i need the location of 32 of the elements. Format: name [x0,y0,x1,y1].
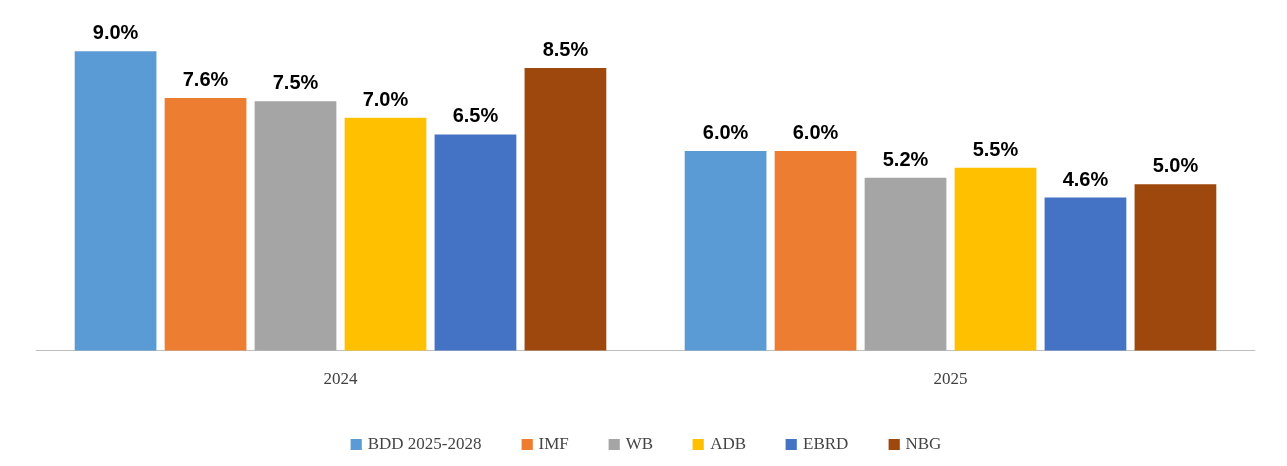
data-label: 6.0% [792,121,839,144]
data-label: 7.0% [362,87,409,110]
bar [434,134,517,351]
bar [774,151,857,351]
data-label: 4.6% [1062,167,1109,190]
x-tick-label: 2024 [323,368,358,388]
legend-label: NBG [905,434,942,454]
data-label: 8.5% [542,37,589,60]
legend-label: ADB [710,434,747,454]
legend-label: WB [625,434,654,454]
bar [1044,197,1127,351]
bar [344,117,427,351]
bar [254,101,337,351]
bar [164,97,247,351]
data-label: 7.5% [272,71,319,94]
data-label: 6.0% [702,121,749,144]
x-tick-label: 2025 [933,368,968,388]
bar [524,67,607,351]
bar [684,151,767,351]
legend-label: EBRD [803,434,849,454]
bar [954,167,1037,351]
legend-label: BDD 2025-2028 [367,434,482,454]
data-label: 7.6% [182,67,229,90]
data-label: 6.5% [452,104,499,127]
data-label: 5.5% [972,137,1019,160]
bar [74,51,157,351]
data-label: 9.0% [92,21,139,44]
bar [1134,184,1217,351]
data-label: 5.0% [1152,154,1199,177]
bar [864,177,947,351]
data-label: 5.2% [882,147,929,170]
legend-label: IMF [538,434,569,454]
